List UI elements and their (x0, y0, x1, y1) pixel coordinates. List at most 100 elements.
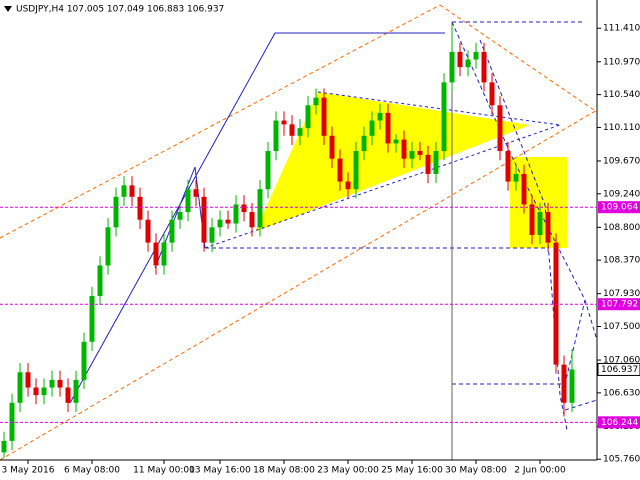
target-line (564, 399, 598, 411)
y-tick-label: 110.540 (603, 90, 640, 100)
candle-body (81, 341, 87, 380)
candle-body (449, 51, 455, 83)
y-tick-label: 110.110 (603, 123, 640, 133)
candle-body (249, 212, 255, 228)
candle-body (113, 196, 119, 228)
price-level-label: 109.064 (601, 203, 638, 213)
x-tick-label: 13 May 16:00 (189, 466, 251, 476)
candle-body (465, 59, 471, 68)
candle-body (153, 242, 159, 266)
candle-body (209, 227, 215, 243)
candle-body (289, 124, 295, 136)
triangle-edge (317, 91, 561, 126)
candle-body (193, 189, 199, 197)
candle-body (225, 219, 231, 224)
candle-body (121, 185, 127, 197)
candle-body (457, 51, 463, 68)
y-tick-label: 108.370 (603, 256, 640, 266)
candle-body (105, 227, 111, 266)
x-tick-label: 3 May 2016 (2, 466, 55, 476)
candle-body (441, 82, 447, 152)
candle-body (1, 440, 7, 453)
channel-line (439, 4, 598, 113)
y-tick-label: 110.970 (603, 57, 640, 67)
candle-body (185, 189, 191, 213)
candle-body (369, 120, 375, 136)
candle-body (65, 387, 71, 403)
y-tick-label: 108.800 (603, 223, 640, 233)
candle-body (345, 181, 351, 190)
candle-body (201, 196, 207, 243)
candle-body (313, 97, 319, 106)
y-tick-label: 109.670 (603, 156, 640, 166)
candle-body (361, 135, 367, 152)
candle-body (17, 372, 23, 403)
candle-body (537, 212, 543, 235)
candle-body (473, 51, 479, 60)
candle-body (233, 204, 239, 224)
candle-body (89, 295, 95, 342)
price-level-label: 107.792 (601, 300, 638, 310)
candle-body (169, 219, 175, 243)
candle-body (129, 185, 135, 197)
candle-body (137, 196, 143, 220)
candle-body (497, 105, 503, 152)
collapse-icon (4, 6, 12, 12)
candle-body (401, 139, 407, 159)
y-tick-label: 109.240 (603, 189, 640, 199)
price-level-tag (598, 298, 640, 311)
candle-body (481, 51, 487, 83)
y-tick-label: 107.060 (603, 356, 640, 366)
candle-body (97, 265, 103, 296)
candle-body (417, 151, 423, 155)
candle-body (393, 139, 399, 144)
candle-body (41, 387, 47, 396)
candle-body (33, 387, 39, 396)
channel-line (0, 4, 441, 239)
candle-body (57, 379, 63, 388)
y-tick-label: 107.500 (603, 322, 640, 332)
candle-body (49, 379, 55, 388)
candle-body (145, 219, 151, 243)
price-level-tag (598, 201, 640, 214)
candle-body (305, 105, 311, 129)
candle-body (425, 154, 431, 174)
x-tick-label: 2 Jun 00:00 (514, 466, 566, 476)
channel-line (0, 109, 598, 461)
candle-body (73, 379, 79, 403)
candle-body (529, 204, 535, 235)
x-tick-label: 25 May 16:00 (381, 466, 443, 476)
candle-body (329, 135, 335, 159)
candle-body (409, 151, 415, 159)
price-level-label: 106.244 (601, 418, 638, 428)
x-tick-label: 18 May 08:00 (253, 466, 315, 476)
candle-body (385, 112, 391, 144)
x-tick-label: 6 May 08:00 (64, 466, 120, 476)
candle-body (217, 219, 223, 228)
candle-body (521, 173, 527, 205)
x-tick-label: 11 May 00:00 (133, 466, 195, 476)
candle-body (433, 151, 439, 174)
candle-body (161, 242, 167, 266)
candle-body (257, 189, 263, 228)
x-tick-label: 23 May 00:00 (317, 466, 379, 476)
x-tick-label: 30 May 08:00 (445, 466, 507, 476)
candle-body (281, 120, 287, 125)
candle-body (321, 97, 327, 136)
chart-title: USDJPY,H4 107.005 107.049 106.883 106.93… (16, 5, 224, 15)
candle-body (353, 151, 359, 190)
candle-body (25, 372, 31, 388)
candle-body (569, 369, 575, 403)
candle-body (265, 151, 271, 190)
candle-body (297, 128, 303, 136)
y-tick-label: 111.410 (603, 24, 640, 34)
candle-body (177, 212, 183, 220)
y-tick-label: 106.630 (603, 388, 640, 398)
candle-body (377, 112, 383, 121)
candle-body (489, 82, 495, 106)
candle-body (545, 212, 551, 243)
candle-body (273, 120, 279, 152)
candle-body (561, 364, 567, 403)
price-level-tag (598, 416, 640, 429)
